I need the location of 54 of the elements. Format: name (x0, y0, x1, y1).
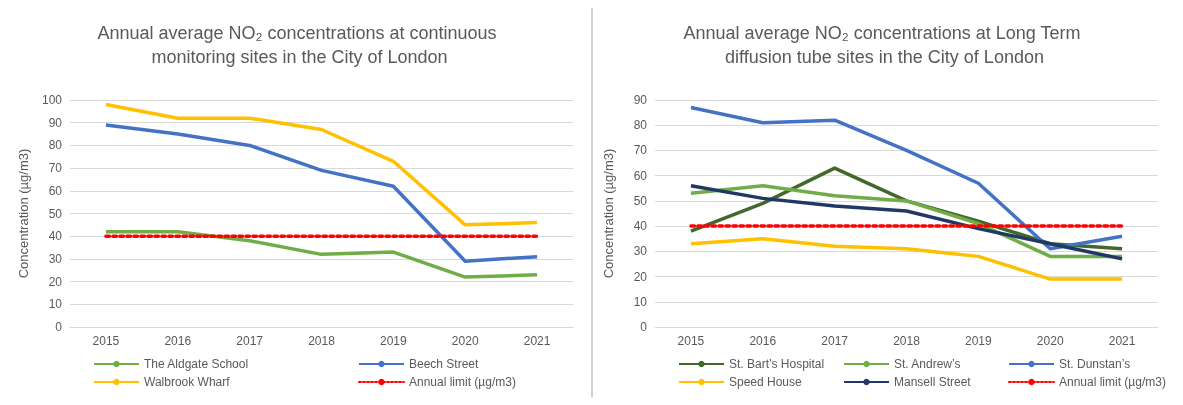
line-series (104, 229, 539, 279)
x-tick-label: 2018 (308, 334, 336, 348)
x-tick-label: 2016 (164, 334, 192, 348)
legend-label: St. Dunstan’s (1059, 357, 1131, 371)
x-tick-label: 2021 (1108, 334, 1136, 348)
y-tick-label: 90 (633, 93, 648, 107)
line-series (104, 102, 539, 227)
y-tick-label: 70 (633, 143, 648, 158)
y-tick-label: 50 (48, 206, 63, 221)
y-tick-label: 90 (48, 115, 63, 130)
legend-label: Speed House (729, 375, 803, 389)
x-tick-label: 2018 (893, 334, 921, 348)
y-tick-label: 70 (48, 161, 63, 176)
chart-title: Annual average NO₂ concentrations at Long Term diffusion tube sites in the City of London (683, 23, 1086, 67)
x-tick-label: 2021 (523, 334, 551, 348)
legend-label: The Aldgate School (144, 357, 249, 371)
y-tick-label: 10 (48, 297, 63, 312)
line-series (689, 105, 1124, 251)
x-tick-label: 2019 (380, 334, 408, 348)
chart-title: Annual average NO₂ concentrations at continuous monitoring sites in the City of London (97, 23, 502, 67)
y-tick-label: 10 (633, 294, 648, 309)
line-series (104, 123, 539, 263)
legend-label: Annual limit (µg/m3) (1059, 375, 1166, 389)
y-tick-label: 80 (48, 138, 63, 153)
legend-label: St. Bart’s Hospital (729, 357, 825, 371)
y-tick-label: 20 (633, 269, 648, 284)
y-tick-label: 60 (48, 183, 63, 198)
x-tick-label: 2016 (749, 334, 777, 348)
x-tick-label: 2020 (451, 334, 479, 348)
y-tick-label: 30 (48, 251, 63, 266)
y-tick-label: 80 (633, 118, 648, 133)
y-axis-title: Concentration (µg/m3) (16, 148, 31, 279)
line-series (689, 236, 1124, 281)
y-axis-title: Concentration (µg/m3) (601, 148, 616, 279)
legend-label: Beech Street (409, 357, 480, 371)
y-tick-label: 50 (633, 193, 648, 208)
legend-label: Annual limit (µg/m3) (409, 375, 516, 389)
x-tick-label: 2017 (236, 334, 264, 348)
x-tick-label: 2019 (965, 334, 993, 348)
y-tick-label: 100 (41, 93, 63, 107)
legend-label: Walbrook Wharf (144, 375, 231, 389)
y-tick-label: 40 (48, 229, 63, 244)
x-tick-label: 2015 (92, 334, 120, 348)
y-tick-label: 40 (633, 219, 648, 234)
legend-label: Mansell Street (894, 375, 972, 389)
legend-label: St. Andrew’s (894, 357, 961, 371)
x-tick-label: 2020 (1036, 334, 1064, 348)
y-tick-label: 60 (633, 168, 648, 183)
x-tick-label: 2015 (677, 334, 705, 348)
x-tick-label: 2017 (821, 334, 849, 348)
y-tick-label: 0 (640, 320, 648, 334)
y-tick-label: 20 (48, 274, 63, 289)
y-tick-label: 30 (633, 244, 648, 259)
y-tick-label: 0 (55, 320, 63, 334)
